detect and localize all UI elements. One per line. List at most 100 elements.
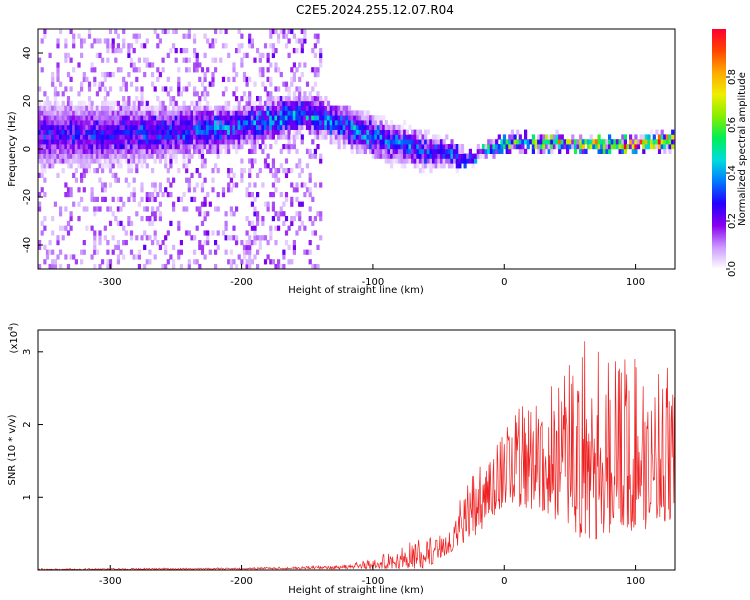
heatmap-cell — [140, 100, 144, 106]
heatmap-cell — [198, 129, 202, 135]
heatmap-cell — [405, 129, 409, 135]
heatmap-cell — [140, 144, 144, 150]
heatmap-cell — [101, 182, 105, 188]
heatmap-cell — [248, 244, 252, 250]
heatmap-cell — [106, 57, 110, 63]
heatmap-cell — [145, 62, 149, 68]
heatmap-cell — [61, 105, 65, 111]
heatmap-cell — [143, 72, 147, 78]
heatmap-cell — [106, 29, 110, 30]
heatmap-cell — [387, 148, 391, 154]
heatmap-cell — [324, 100, 328, 106]
heatmap-cell — [279, 115, 283, 121]
heatmap-cell — [224, 110, 228, 116]
heatmap-cell — [38, 148, 42, 154]
heatmap-cell — [366, 134, 370, 140]
heatmap-cell — [392, 153, 396, 159]
heatmap-cell — [411, 134, 415, 140]
heatmap-cell — [311, 67, 315, 73]
heatmap-cell — [98, 105, 102, 111]
heatmap-cell — [305, 148, 310, 154]
heatmap-cell — [87, 144, 92, 150]
heatmap-cell — [453, 158, 457, 164]
heatmap-cell — [116, 139, 120, 145]
heatmap-cell — [203, 177, 207, 183]
heatmap-cell — [332, 134, 336, 140]
heatmap-cell — [387, 139, 391, 145]
heatmap-cell — [303, 38, 307, 44]
heatmap-cell — [198, 144, 202, 150]
heatmap-cell — [177, 67, 181, 73]
heatmap-cell — [245, 52, 249, 58]
heatmap-cell — [200, 182, 205, 188]
heatmap-cell — [187, 264, 191, 269]
heatmap-cell — [387, 153, 391, 159]
heatmap-cell — [80, 115, 84, 121]
heatmap-cell — [43, 139, 47, 145]
heatmap-cell — [279, 100, 283, 106]
heatmap-cell — [258, 67, 262, 73]
heatmap-cell — [242, 110, 247, 116]
heatmap-cell — [552, 144, 557, 150]
heatmap-cell — [203, 33, 207, 39]
heatmap-cell — [74, 148, 78, 154]
heatmap-cell — [72, 115, 76, 121]
heatmap-cell — [361, 148, 365, 154]
heatmap-cell — [122, 153, 126, 159]
heatmap-cell — [253, 148, 257, 154]
heatmap-cell — [353, 120, 357, 126]
heatmap-cell — [232, 235, 236, 241]
heatmap-cell — [382, 144, 386, 150]
heatmap-cell — [64, 52, 68, 58]
heatmap-cell — [129, 144, 134, 150]
heatmap-cell — [116, 196, 120, 202]
heatmap-cell — [38, 172, 42, 178]
heatmap-cell — [48, 124, 52, 130]
heatmap-cell — [326, 110, 331, 116]
heatmap-cell — [103, 235, 107, 241]
heatmap-cell — [274, 187, 278, 193]
heatmap-cell — [206, 144, 210, 150]
heatmap-cell — [116, 177, 120, 183]
heatmap-cell — [321, 105, 325, 111]
heatmap-cell — [305, 249, 310, 255]
heatmap-cell — [137, 153, 141, 159]
heatmap-cell — [174, 29, 178, 34]
heatmap-cell — [623, 144, 627, 150]
heatmap-cell — [337, 110, 341, 116]
heatmap-cell — [319, 153, 323, 159]
heatmap-cell — [382, 115, 386, 121]
heatmap-cell — [208, 201, 212, 207]
heatmap-cell — [216, 153, 220, 159]
heatmap-cell — [279, 105, 283, 111]
heatmap-cell — [539, 134, 543, 140]
heatmap-cell — [261, 105, 265, 111]
heatmap-cell — [43, 163, 47, 169]
heatmap-cell — [668, 139, 672, 145]
heatmap-cell — [358, 148, 362, 154]
heatmap-cell — [59, 144, 63, 150]
heatmap-cell — [316, 134, 320, 140]
heatmap-cell — [650, 129, 654, 135]
heatmap-cell — [164, 110, 168, 116]
heatmap-cell — [211, 144, 215, 150]
heatmap-cell — [298, 76, 302, 82]
heatmap-cell — [671, 139, 675, 145]
heatmap-cell — [182, 148, 186, 154]
heatmap-cell — [376, 120, 381, 126]
heatmap-cell — [358, 134, 362, 140]
heatmap-cell — [655, 129, 659, 135]
heatmap-cell — [232, 76, 236, 82]
heatmap-cell — [324, 110, 328, 116]
heatmap-cell — [56, 120, 60, 126]
heatmap-cell — [214, 110, 218, 116]
heatmap-cell — [38, 100, 42, 106]
heatmap-cell — [340, 110, 344, 116]
heatmap-cell — [221, 115, 226, 121]
heatmap-cell — [390, 163, 394, 169]
heatmap-cell — [187, 187, 191, 193]
heatmap-cell — [550, 144, 554, 150]
heatmap-cell — [77, 115, 81, 121]
heatmap-cell — [227, 139, 231, 145]
heatmap-cell — [542, 148, 546, 154]
